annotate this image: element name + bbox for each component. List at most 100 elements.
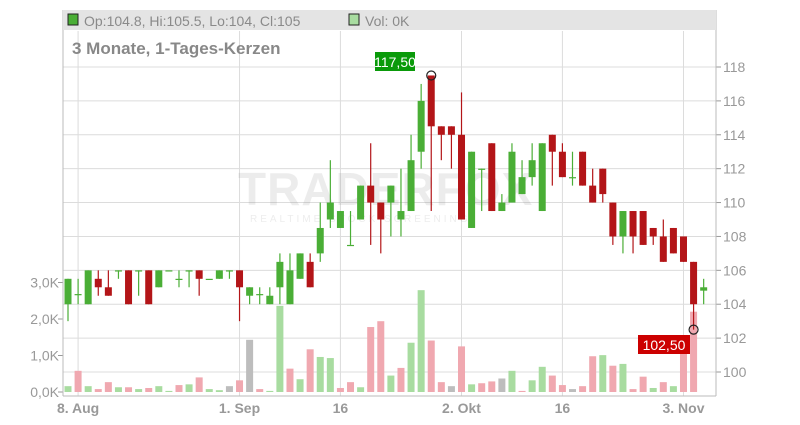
candle — [569, 151, 576, 186]
price-tick-label: 100 — [723, 364, 747, 380]
volume-bar — [306, 349, 314, 392]
candle — [528, 143, 536, 186]
volume-bar — [215, 390, 223, 392]
candle — [336, 211, 344, 228]
volume-bar — [407, 342, 415, 392]
volume-bar — [558, 385, 566, 392]
candle — [558, 143, 566, 178]
volume-legend-swatch — [348, 13, 360, 26]
candle — [135, 270, 143, 296]
candle — [84, 270, 92, 305]
candle — [679, 236, 687, 262]
candle-body — [548, 134, 556, 152]
volume-bar — [94, 389, 102, 392]
date-tick-label: 1. Sep — [219, 400, 260, 416]
candle-body — [599, 168, 607, 195]
candle — [700, 278, 708, 305]
candle — [548, 134, 556, 186]
date-tick-label: 16 — [555, 400, 571, 416]
volume-tick-label: 1,0K — [30, 348, 59, 364]
candle-body — [629, 211, 637, 237]
ohlc-legend-swatch — [67, 13, 79, 26]
volume-bar — [165, 390, 173, 392]
candle — [316, 202, 324, 262]
volume-bar — [336, 387, 344, 392]
volume-bar — [468, 384, 476, 392]
candle-body — [155, 270, 163, 288]
candle — [225, 270, 233, 279]
candle-body — [306, 261, 314, 288]
volume-bar — [437, 382, 445, 392]
candle — [155, 270, 163, 288]
volume-bar — [417, 290, 425, 392]
price-tick-label: 118 — [723, 59, 746, 75]
volume-bar — [357, 387, 365, 392]
candle — [518, 160, 526, 195]
candle-body — [316, 227, 324, 254]
volume-bar — [175, 385, 183, 392]
candle-body — [397, 211, 405, 220]
volume-bar — [347, 382, 355, 392]
candle — [377, 202, 385, 254]
candle-body — [528, 160, 536, 178]
candle-body — [679, 236, 687, 262]
candle-body — [347, 244, 355, 247]
volume-bar — [246, 339, 254, 392]
candle — [256, 287, 264, 305]
volume-bar — [104, 382, 112, 392]
volume-bar — [114, 387, 122, 392]
candle — [427, 75, 435, 212]
candle — [599, 168, 607, 203]
volume-bar — [488, 381, 496, 392]
candle — [296, 253, 304, 279]
high-label: 117,50 — [374, 54, 416, 70]
candle — [185, 270, 193, 288]
volume-bar — [538, 366, 546, 392]
date-tick-label: 2. Okt — [442, 400, 481, 416]
volume-bar — [508, 370, 516, 392]
candle — [145, 270, 153, 305]
candle-body — [659, 236, 667, 262]
candle — [629, 211, 637, 254]
candle — [246, 287, 254, 305]
volume-bar — [478, 383, 486, 392]
volume-bar — [528, 380, 536, 392]
volume-bar — [679, 344, 687, 392]
candle-body — [690, 261, 698, 305]
price-tick-label: 106 — [723, 262, 747, 278]
volume-bar — [205, 389, 213, 392]
candle-body — [589, 185, 597, 203]
candle-body — [74, 294, 82, 296]
candle-body — [437, 126, 445, 135]
chart-subtitle: 3 Monate, 1-Tages-Kerzen — [72, 39, 280, 58]
candle-body — [205, 278, 213, 281]
volume-bar — [266, 390, 274, 392]
price-tick-label: 108 — [723, 228, 747, 244]
candle-body — [367, 185, 375, 203]
candle-body — [326, 202, 334, 220]
candle — [326, 160, 334, 228]
volume-bar — [639, 376, 647, 392]
volume-bar — [256, 389, 264, 392]
price-tick-label: 104 — [723, 296, 747, 312]
low-label-box — [638, 335, 690, 354]
volume-tick-label: 3,0K — [30, 275, 59, 291]
volume-bar — [145, 387, 153, 392]
candle-body — [104, 287, 112, 296]
candle — [94, 270, 102, 296]
volume-bar — [135, 389, 143, 392]
chart-header: Op:104.8, Hi:105.5, Lo:104, Cl:105 Vol: … — [63, 10, 716, 30]
volume-bar — [629, 389, 637, 392]
volume-bar — [569, 389, 576, 392]
candle — [488, 143, 496, 212]
candle-body — [165, 270, 173, 272]
candle-body — [256, 294, 264, 296]
volume-bar — [125, 387, 133, 392]
markers: 117,50 102,50 — [374, 52, 699, 354]
candle — [104, 270, 112, 296]
volume-bar — [669, 386, 677, 392]
volume-bar — [296, 379, 304, 392]
candle — [478, 168, 486, 212]
ohlc-readout: Op:104.8, Hi:105.5, Lo:104, Cl:105 — [84, 13, 301, 29]
